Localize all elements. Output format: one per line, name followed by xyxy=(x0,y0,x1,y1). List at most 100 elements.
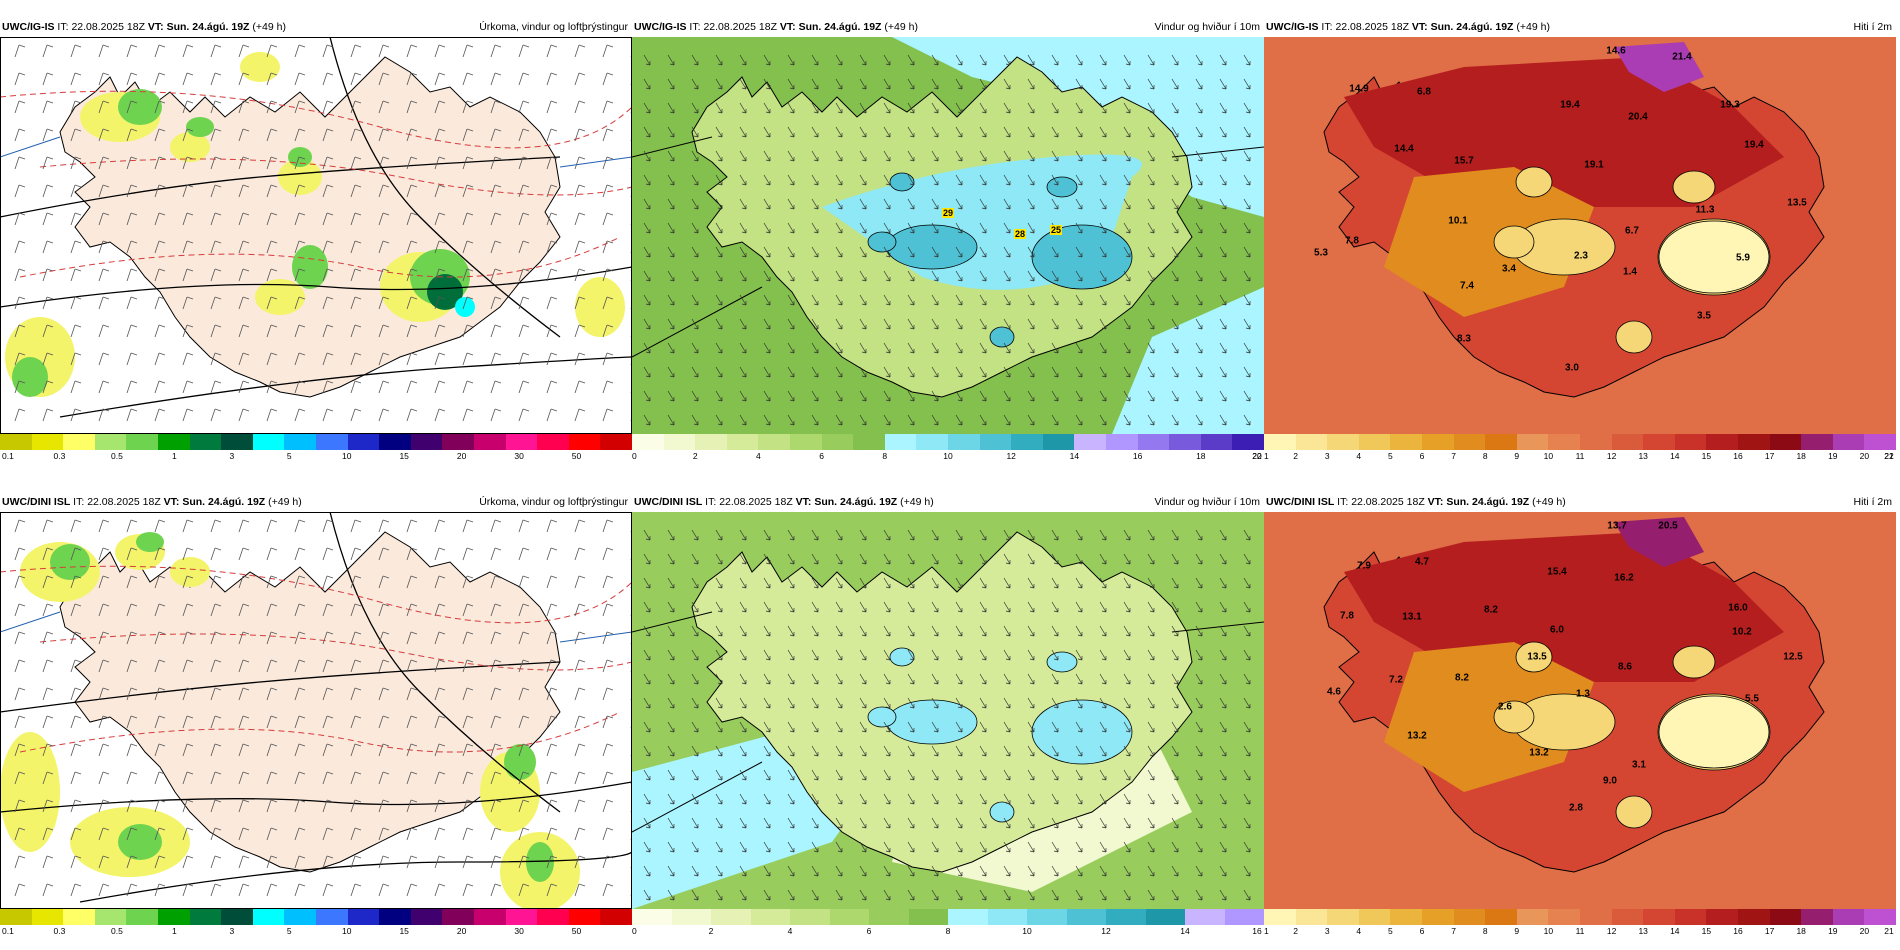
panel-header: UWC/IG-IS IT: 22.08.2025 18Z VT: Sun. 24… xyxy=(1264,18,1896,37)
tick-label: 5 xyxy=(286,451,292,461)
tick-label: 0.3 xyxy=(53,451,66,461)
product-title: Hiti í 2m xyxy=(1853,496,1892,508)
tick-label: 0.5 xyxy=(110,926,123,936)
tick-label: 12 xyxy=(1606,451,1617,461)
temperature-label: 4.6 xyxy=(1327,686,1341,698)
tick-label: 0 xyxy=(632,451,637,461)
tick-label: 12 xyxy=(1606,926,1617,936)
color-swatch xyxy=(829,909,869,925)
temperature-label: 10.1 xyxy=(1448,215,1468,227)
map-svg xyxy=(0,37,632,434)
tick-label: 2 xyxy=(692,451,698,461)
tick-label: 18 xyxy=(1796,451,1806,461)
tick-label: 10 xyxy=(341,926,352,936)
color-swatch xyxy=(221,909,253,925)
tick-label: 30 xyxy=(514,451,524,461)
model-name: UWC/DINI ISL xyxy=(1266,496,1335,508)
color-scale xyxy=(632,909,1264,925)
tick-label: 8 xyxy=(882,451,888,461)
panel-wind-dini: UWC/DINI ISL IT: 22.08.2025 18Z VT: Sun.… xyxy=(632,493,1264,950)
map-area xyxy=(0,37,632,434)
temperature-label: 19.3 xyxy=(1720,99,1740,111)
tick-label: 19 xyxy=(1828,451,1838,461)
color-swatch xyxy=(94,434,127,450)
tick-label: 7 xyxy=(1451,926,1456,936)
color-swatch xyxy=(1042,434,1075,450)
tick-label: 16 xyxy=(1252,926,1262,936)
tick-label: 30 xyxy=(514,926,524,936)
tick-label: 10 xyxy=(943,451,953,461)
color-scale-ticks: 0.1 0.3 0.5 1 3 5 10 15 20 30 50 xyxy=(0,451,632,463)
color-swatch xyxy=(1011,434,1043,450)
tick-label: 50 xyxy=(571,451,582,461)
color-swatch xyxy=(1737,909,1770,925)
color-swatch xyxy=(505,909,538,925)
run-info: UWC/IG-IS IT: 22.08.2025 18Z VT: Sun. 24… xyxy=(634,18,918,37)
model-name: UWC/DINI ISL xyxy=(2,496,71,508)
temperature-label: 13.7 xyxy=(1607,520,1627,532)
tick-label: 15 xyxy=(399,451,409,461)
tick-label: 18 xyxy=(1196,451,1206,461)
temperature-label: 7.9 xyxy=(1357,560,1371,572)
temperature-label: 10.2 xyxy=(1732,626,1752,638)
color-swatch xyxy=(126,909,158,925)
color-scale xyxy=(0,434,632,450)
color-swatch xyxy=(1832,909,1865,925)
temperature-label: 13.2 xyxy=(1529,747,1549,759)
tick-label: 9 xyxy=(1514,926,1520,936)
color-swatch xyxy=(442,434,474,450)
color-scale-ticks: 0 2 4 6 8 10 12 14 16 18 20 22 xyxy=(632,451,1264,463)
color-swatch xyxy=(1611,434,1644,450)
map-svg xyxy=(1264,512,1896,909)
color-scale-ticks: 1 2 3 4 5 6 7 8 9 10 11 12 13 14 15 16 17 18 19 20 21 xyxy=(1264,926,1896,938)
temperature-label: 8.6 xyxy=(1618,661,1632,673)
color-swatch xyxy=(853,434,885,450)
tick-label: 14 xyxy=(1180,926,1190,936)
tick-label: 14 xyxy=(1670,926,1680,936)
panel-header: UWC/DINI ISL IT: 22.08.2025 18Z VT: Sun.… xyxy=(632,493,1264,512)
color-swatch xyxy=(1674,434,1707,450)
color-swatch xyxy=(1801,909,1833,925)
color-swatch xyxy=(505,434,538,450)
color-swatch xyxy=(568,909,601,925)
init-time: 22.08.2025 18Z xyxy=(71,21,145,33)
color-swatch xyxy=(473,909,506,925)
tick-label: 22 xyxy=(1884,451,1894,461)
lead-time: (+49 h) xyxy=(900,496,934,508)
color-swatch xyxy=(1390,434,1422,450)
init-time: 22.08.2025 18Z xyxy=(87,496,161,508)
temperature-label: 20.5 xyxy=(1658,520,1678,532)
tick-label: 17 xyxy=(1764,451,1775,461)
color-swatch xyxy=(916,434,948,450)
map-area: 13.7 20.5 7.9 4.7 15.4 16.2 16.0 7.8 13.1 8.2 6.0 1… xyxy=(1264,512,1896,909)
product-title: Vindur og hviður í 10m xyxy=(1154,496,1260,508)
tick-label: 6 xyxy=(819,451,824,461)
tick-label: 13 xyxy=(1638,451,1648,461)
color-swatch xyxy=(1066,909,1106,925)
color-swatch xyxy=(126,434,158,450)
map-area xyxy=(0,512,632,909)
color-swatch xyxy=(1864,909,1896,925)
panel-header: UWC/IG-IS IT: 22.08.2025 18Z VT: Sun. 24… xyxy=(0,18,632,37)
tick-label: 15 xyxy=(1701,451,1712,461)
color-swatch xyxy=(568,434,601,450)
color-swatch xyxy=(1832,434,1865,450)
color-swatch xyxy=(1674,909,1707,925)
color-swatch xyxy=(600,909,632,925)
temperature-label: 2.3 xyxy=(1574,250,1588,262)
color-scale-ticks: 0.1 0.3 0.5 1 3 5 10 15 20 30 50 xyxy=(0,926,632,938)
gust-label: 28 xyxy=(1013,229,1027,239)
temperature-label: 14.4 xyxy=(1394,143,1414,155)
color-swatch xyxy=(987,909,1027,925)
tick-label: 9 xyxy=(1514,451,1520,461)
color-swatch xyxy=(157,909,190,925)
color-swatch xyxy=(537,909,569,925)
gust-label: 25 xyxy=(1049,225,1063,235)
tick-label: 11 xyxy=(1575,451,1585,461)
color-swatch xyxy=(1421,434,1454,450)
lead-time: (+49 h) xyxy=(1516,21,1550,33)
temperature-label: 3.4 xyxy=(1502,263,1516,275)
map-area: 29 28 25 xyxy=(632,37,1264,434)
color-swatch xyxy=(1358,909,1391,925)
temperature-label: 7.4 xyxy=(1460,280,1474,292)
